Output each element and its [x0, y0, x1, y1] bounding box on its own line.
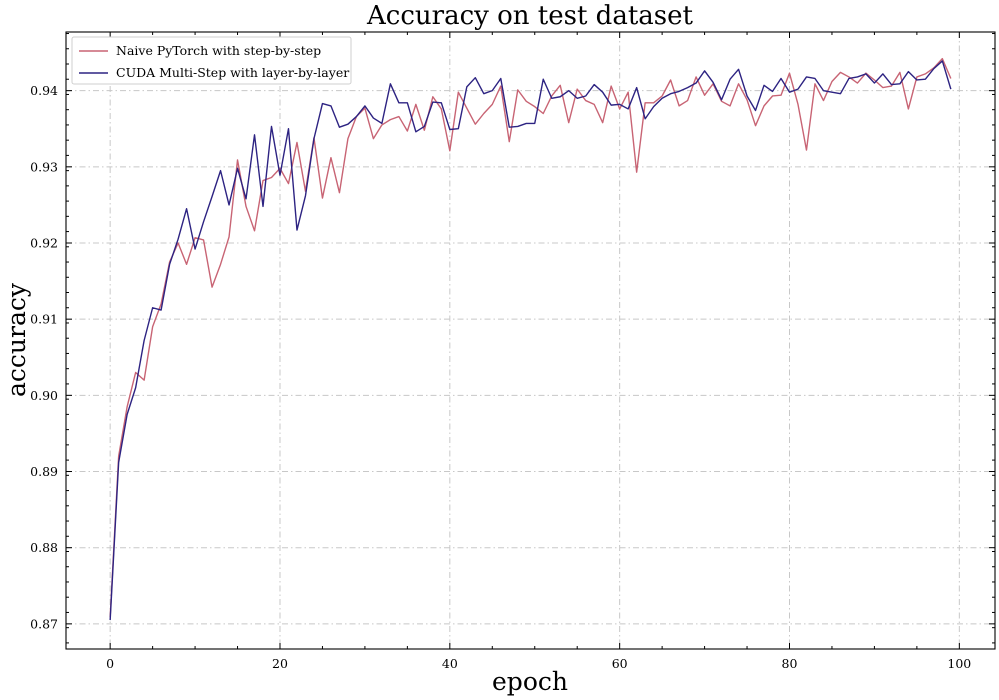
y-tick-label: 0.88: [30, 540, 58, 555]
y-tick-labels: 0.87 0.88 0.89 0.90 0.91 0.92 0.93 0.94: [30, 83, 58, 631]
y-tick-label: 0.89: [30, 464, 58, 479]
y-tick-label: 0.93: [30, 159, 58, 174]
grid: [66, 32, 995, 649]
x-tick-label: 40: [442, 656, 458, 671]
x-tick-label: 80: [782, 656, 798, 671]
y-axis-label: accuracy: [2, 282, 31, 397]
x-axis-label: epoch: [492, 667, 568, 696]
x-tick-labels: 0 20 40 60 80 100: [106, 656, 971, 671]
y-tick-label: 0.94: [30, 83, 58, 98]
axis-ticks: [66, 32, 995, 649]
legend-box: [71, 36, 352, 85]
series-line-naive-pytorch: [109, 57, 952, 618]
series-lines: [109, 57, 952, 621]
legend: Naive PyTorch with step-by-step CUDA Mul…: [71, 36, 352, 85]
x-tick-label: 100: [947, 656, 971, 671]
y-tick-label: 0.90: [30, 388, 58, 403]
plot-frame: [65, 31, 996, 650]
x-tick-label: 60: [612, 656, 628, 671]
legend-label-naive: Naive PyTorch with step-by-step: [116, 43, 321, 58]
y-tick-label: 0.87: [30, 616, 58, 631]
y-tick-label: 0.91: [30, 312, 58, 327]
y-tick-label: 0.92: [30, 235, 58, 250]
legend-label-cuda: CUDA Multi-Step with layer-by-layer: [116, 65, 349, 80]
x-tick-label: 20: [272, 656, 288, 671]
x-tick-label: 0: [106, 656, 114, 671]
chart-title: Accuracy on test dataset: [366, 1, 693, 31]
series-line-cuda-multistep: [109, 60, 952, 621]
